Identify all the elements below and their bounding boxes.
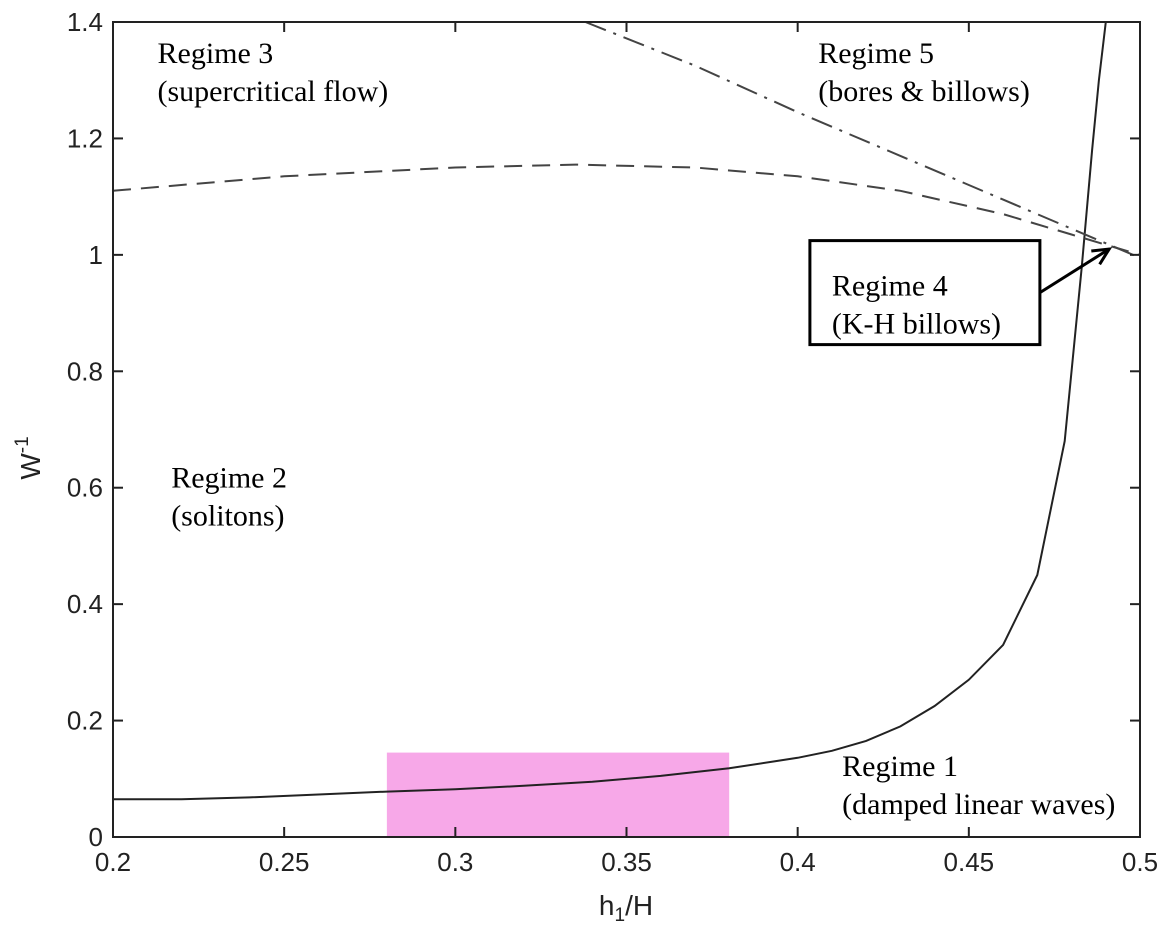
boundary-curve-dashed bbox=[112, 163, 1141, 256]
y-tick-label: 0.6 bbox=[67, 473, 103, 503]
regime5-label-line: (bores & billows) bbox=[818, 75, 1030, 108]
regime2-label-line: (solitons) bbox=[171, 500, 284, 533]
highlight-band bbox=[386, 752, 730, 837]
y-tick-label: 0.2 bbox=[67, 706, 103, 736]
x-tick-label: 0.45 bbox=[944, 847, 995, 877]
regime4-annotation: Regime 4 (K-H billows) bbox=[808, 239, 1113, 347]
boundary-curve-dashdot bbox=[585, 21, 1141, 259]
x-tick-label: 0.4 bbox=[780, 847, 816, 877]
plot-frame bbox=[112, 21, 1141, 838]
regime4-arrow-head bbox=[1091, 247, 1113, 266]
regime1-label-line: (damped linear waves) bbox=[842, 788, 1115, 821]
y-tick-label: 1.2 bbox=[67, 123, 103, 153]
regime4-arrow bbox=[1039, 247, 1110, 294]
y-tick-label: 1.4 bbox=[67, 7, 103, 37]
regime3-label-line: Regime 3 bbox=[158, 37, 274, 70]
regime4-label-line: (K-H billows) bbox=[832, 308, 1001, 341]
regime3-annotation: Regime 3 (supercritical flow) bbox=[158, 37, 389, 108]
x-tick-label: 0.35 bbox=[601, 847, 652, 877]
y-axis-label: W-1 bbox=[12, 436, 46, 479]
regime1-label-line: Regime 1 bbox=[842, 750, 958, 783]
x-tick-label: 0.3 bbox=[437, 847, 473, 877]
x-tick-label: 0.2 bbox=[95, 847, 131, 877]
y-tick-label: 0 bbox=[89, 822, 103, 852]
regime1-annotation: Regime 1 (damped linear waves) bbox=[842, 750, 1115, 821]
regime2-annotation: Regime 2 (solitons) bbox=[171, 462, 287, 533]
regime5-annotation: Regime 5 (bores & billows) bbox=[818, 37, 1030, 108]
regime5-label-line: Regime 5 bbox=[818, 37, 934, 70]
x-tick-label: 0.5 bbox=[1122, 847, 1158, 877]
y-tick-label: 0.4 bbox=[67, 589, 103, 619]
regime2-label-line: Regime 2 bbox=[171, 462, 287, 495]
series-layer bbox=[112, 21, 1141, 801]
ticks-layer: 0.2 0.25 0.3 0.35 0.4 0.45 0.500.20.40.60.811.… bbox=[67, 7, 1158, 877]
x-tick-label: 0.25 bbox=[259, 847, 310, 877]
regime4-box bbox=[808, 239, 1042, 347]
y-tick-label: 0.8 bbox=[67, 356, 103, 386]
boundary-curve-solid bbox=[113, 21, 1107, 801]
x-axis-label: h1/H bbox=[599, 890, 653, 926]
regime4-label-line: Regime 4 bbox=[832, 270, 948, 303]
regime3-label-line: (supercritical flow) bbox=[158, 75, 389, 108]
y-tick-label: 1 bbox=[89, 240, 103, 270]
annotations-layer: Regime 3 (supercritical flow) Regime 5 (bor… bbox=[158, 37, 1116, 821]
